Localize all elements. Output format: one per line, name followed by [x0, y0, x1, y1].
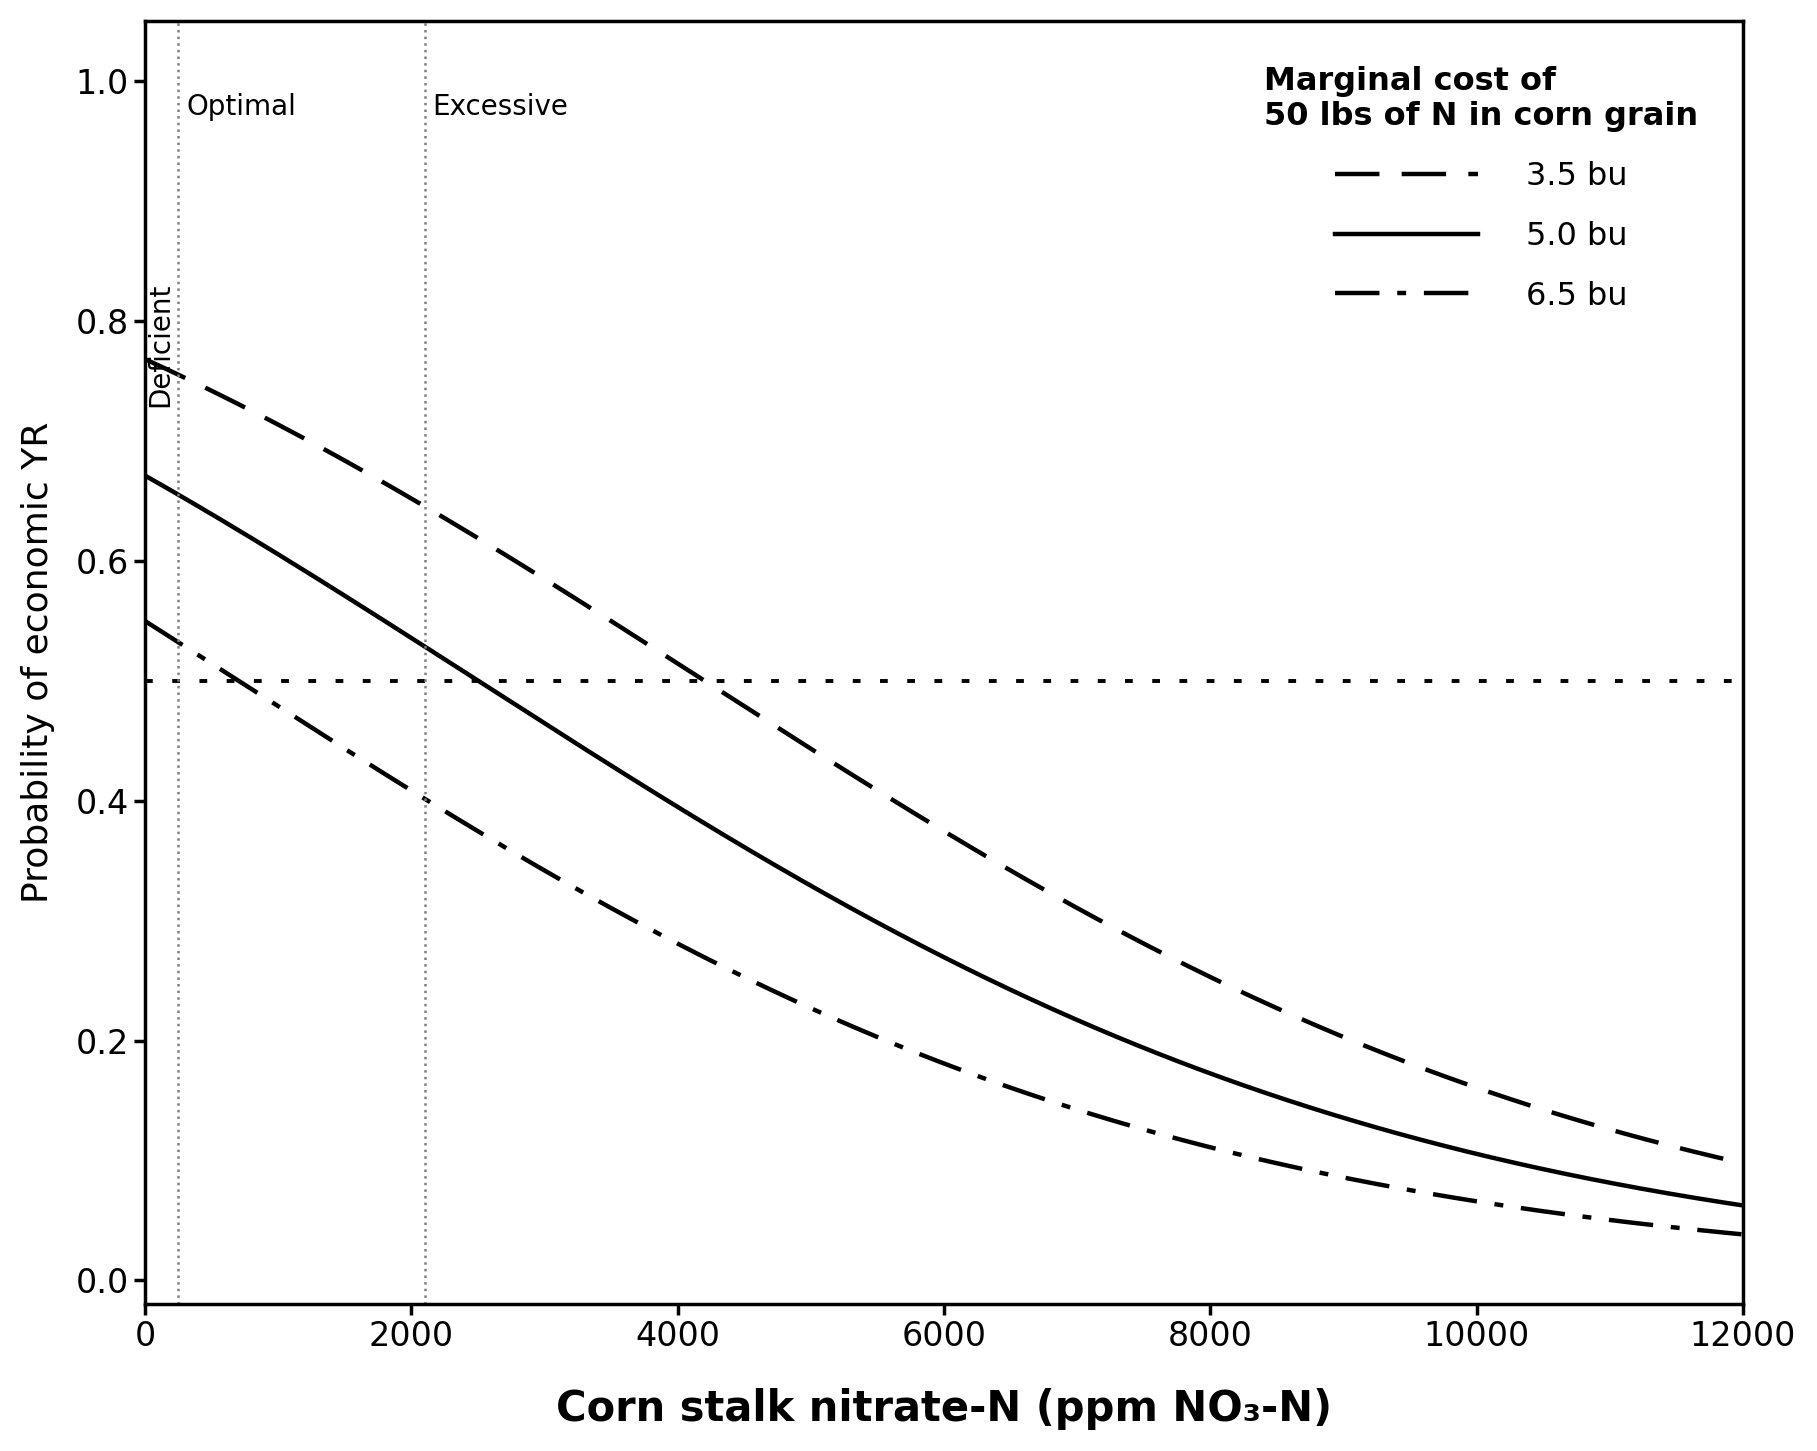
3.5 bu: [316, 443, 338, 460]
3.5 bu: [1528, 1100, 1550, 1117]
Legend: 3.5 bu, 5.0 bu, 6.5 bu: 3.5 bu, 5.0 bu, 6.5 bu: [1252, 52, 1712, 325]
Text: Optimal: Optimal: [187, 93, 296, 120]
Line: 5.0 bu: 5.0 bu: [145, 476, 1743, 1206]
5.0 bu: [1701, 1191, 1723, 1209]
3.5 bu: [816, 750, 838, 768]
6.5 bu: [747, 975, 769, 992]
6.5 bu: [316, 728, 338, 746]
6.5 bu: [816, 1007, 838, 1024]
5.0 bu: [1528, 1159, 1550, 1177]
3.5 bu: [747, 707, 769, 724]
Text: Excessive: Excessive: [432, 93, 569, 120]
6.5 bu: [411, 788, 432, 805]
5.0 bu: [1732, 1197, 1753, 1214]
3.5 bu: [411, 496, 432, 514]
3.5 bu: [1732, 1155, 1753, 1172]
5.0 bu: [316, 576, 338, 593]
6.5 bu: [1732, 1226, 1753, 1244]
5.0 bu: [816, 887, 838, 904]
Line: 6.5 bu: 6.5 bu: [145, 621, 1743, 1235]
6.5 bu: [1701, 1223, 1723, 1241]
6.5 bu: [134, 612, 156, 630]
3.5 bu: [1701, 1148, 1723, 1165]
Y-axis label: Probability of economic YR: Probability of economic YR: [20, 422, 55, 904]
Line: 3.5 bu: 3.5 bu: [145, 360, 1743, 1164]
X-axis label: Corn stalk nitrate-N (ppm NO₃-N): Corn stalk nitrate-N (ppm NO₃-N): [556, 1389, 1332, 1431]
5.0 bu: [747, 846, 769, 863]
Text: Deficient: Deficient: [147, 283, 174, 406]
6.5 bu: [1528, 1201, 1550, 1219]
3.5 bu: [134, 351, 156, 369]
5.0 bu: [411, 636, 432, 653]
5.0 bu: [134, 467, 156, 485]
